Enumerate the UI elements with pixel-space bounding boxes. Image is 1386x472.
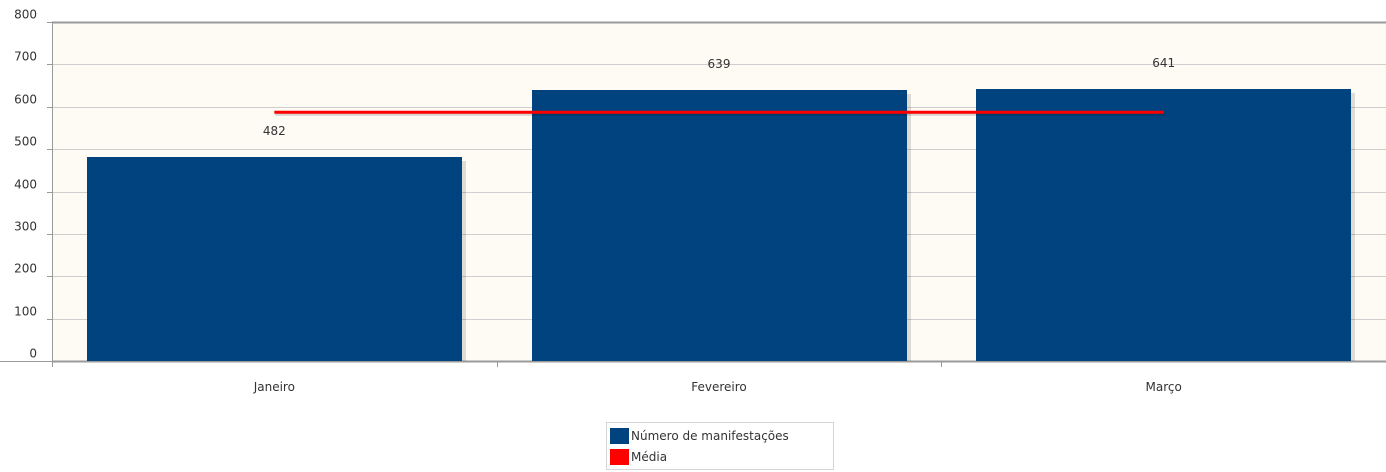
x-category-label: Março <box>1146 380 1182 394</box>
average-line-layer <box>274 112 1164 114</box>
bar <box>87 157 462 361</box>
bar <box>532 90 907 361</box>
data-label: 639 <box>708 57 731 71</box>
x-category-label: Janeiro <box>253 380 295 394</box>
y-tick-label: 200 <box>14 262 37 276</box>
bar <box>976 89 1351 361</box>
legend-item-bars[interactable]: Número de manifestações <box>610 425 833 446</box>
legend-item-average[interactable]: Média <box>610 446 833 467</box>
y-tick-label: 100 <box>14 305 37 319</box>
legend-label-average: Média <box>631 450 667 464</box>
legend-swatch-bars <box>610 428 629 444</box>
y-tick-label: 600 <box>14 93 37 107</box>
legend-label-bars: Número de manifestações <box>631 429 789 443</box>
y-tick-label: 400 <box>14 178 37 192</box>
data-label: 482 <box>263 124 286 138</box>
legend: Número de manifestações Média <box>606 422 834 470</box>
y-tick-label: 0 <box>29 347 37 361</box>
legend-swatch-average <box>610 449 629 465</box>
y-tick-label: 700 <box>14 50 37 64</box>
y-tick-label: 300 <box>14 220 37 234</box>
data-label: 641 <box>1152 56 1175 70</box>
y-tick-label: 800 <box>14 8 37 22</box>
y-tick-label: 500 <box>14 135 37 149</box>
x-category-label: Fevereiro <box>691 380 747 394</box>
